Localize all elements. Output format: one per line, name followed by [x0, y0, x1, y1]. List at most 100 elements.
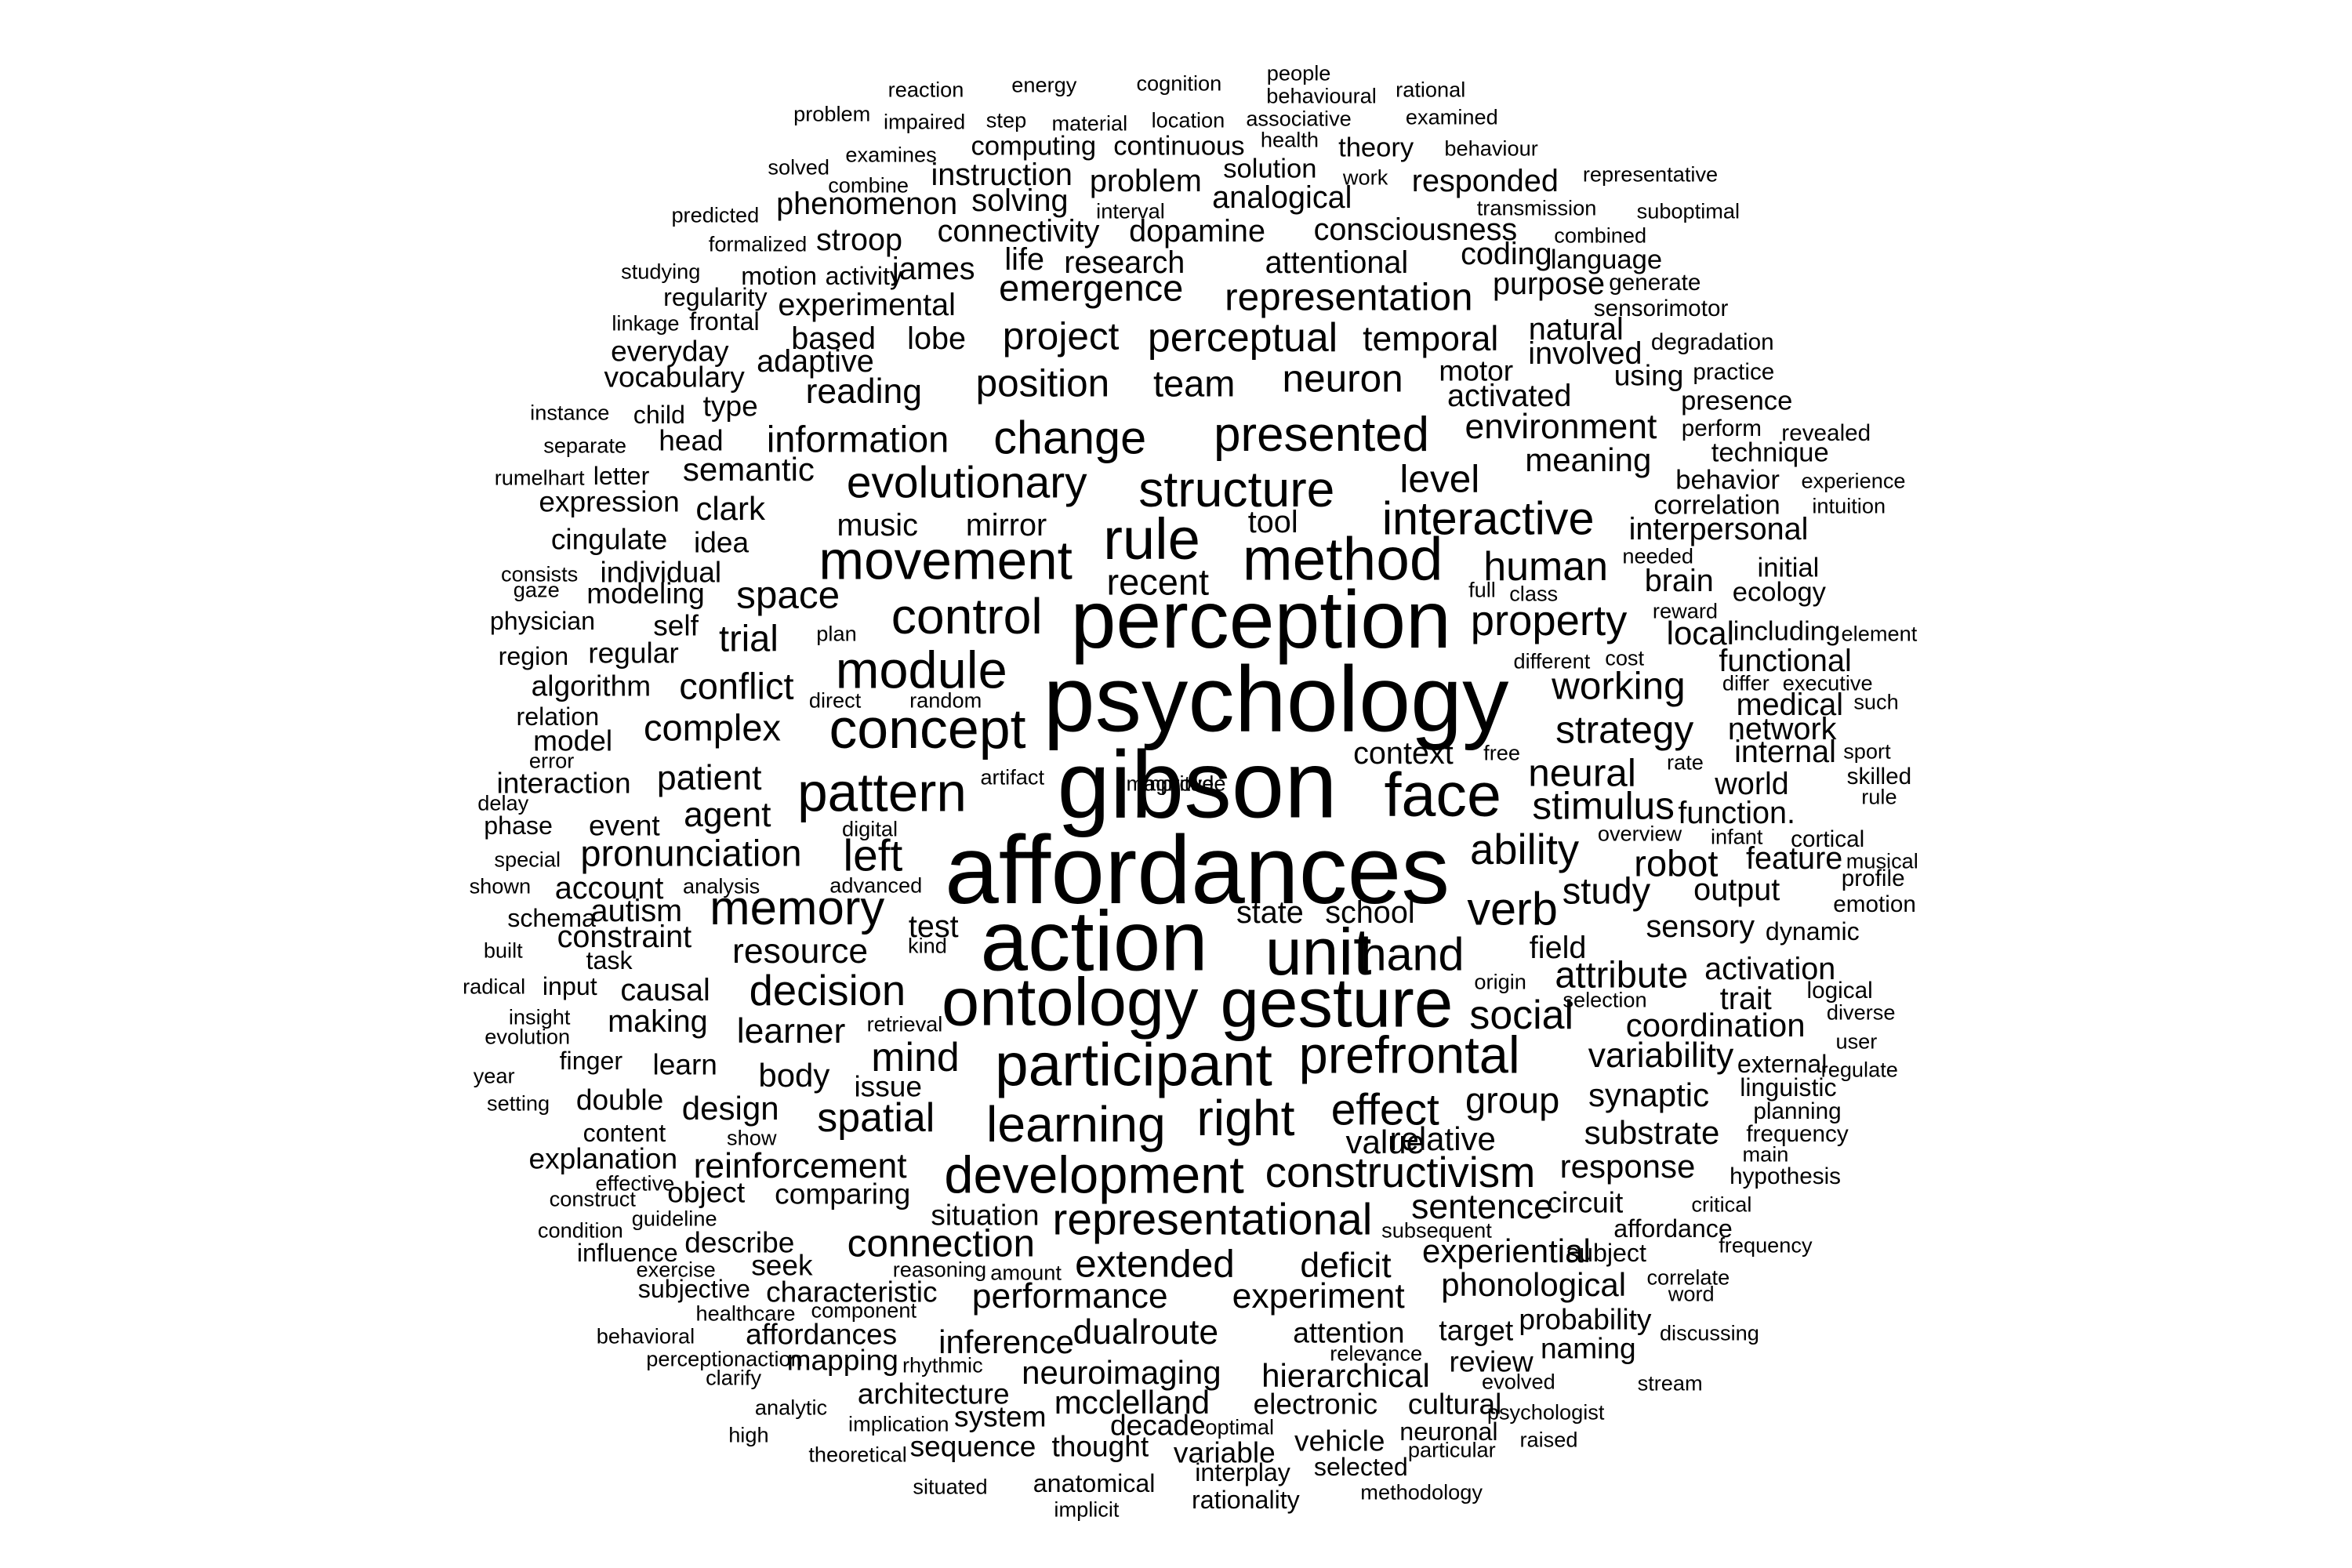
word-network: network [1727, 712, 1837, 747]
word-generate: generate [1609, 270, 1701, 296]
word-content: content [583, 1119, 666, 1148]
word-double: double [575, 1083, 664, 1116]
word-reasoning: reasoning [892, 1257, 987, 1282]
word-regular: regular [588, 636, 679, 670]
word-cortical: cortical [1791, 826, 1865, 852]
word-critical: critical [1691, 1192, 1752, 1217]
word-field: field [1529, 930, 1587, 965]
word-interaction: interaction [496, 766, 631, 800]
word-space: space [736, 573, 840, 617]
word-work: work [1342, 165, 1388, 190]
word-method: method [1242, 526, 1443, 593]
word-resource: resource [732, 931, 869, 971]
word-response: response [1559, 1147, 1696, 1185]
word-vehicle: vehicle [1294, 1424, 1385, 1457]
word-right: right [1196, 1089, 1295, 1146]
word-tool: tool [1247, 504, 1298, 539]
word-digital: digital [842, 816, 898, 841]
word-involved: involved [1528, 336, 1642, 372]
word-connectivity: connectivity [937, 213, 1100, 249]
word-effective: effective [595, 1171, 675, 1196]
word-medical: medical [1736, 688, 1844, 723]
word-theoretical: theoretical [808, 1442, 907, 1467]
word-conflict: conflict [679, 665, 794, 707]
word-instance: instance [530, 399, 610, 424]
word-inference: inference [938, 1323, 1074, 1361]
word-artifact: artifact [980, 764, 1045, 789]
word-consists: consists [501, 561, 579, 586]
word-account: account [554, 871, 664, 906]
word-behavioral: behavioral [596, 1323, 695, 1348]
word-participant: participant [994, 1033, 1272, 1100]
word-task: task [586, 946, 633, 975]
word-magnitude: magnitude [1126, 771, 1226, 796]
word-differ: differ [1722, 670, 1769, 695]
word-emergence: emergence [999, 267, 1184, 309]
word-discussing: discussing [1659, 1320, 1759, 1345]
word-healthcare: healthcare [695, 1301, 796, 1326]
word-representative: representative [1582, 162, 1719, 187]
word-selected: selected [1313, 1452, 1408, 1481]
word-situated: situated [913, 1474, 988, 1499]
word-responded: responded [1411, 164, 1559, 199]
word-degradation: degradation [1650, 328, 1774, 355]
word-test: test [908, 909, 959, 944]
word-decade: decade [1109, 1408, 1206, 1442]
word-neural: neural [1528, 750, 1636, 794]
word-semantic: semantic [682, 451, 815, 488]
word-letter: letter [593, 461, 650, 490]
word-based: based [791, 321, 877, 357]
word-transmission: transmission [1476, 195, 1597, 220]
word-schema: schema [507, 903, 596, 932]
word-environment: environment [1465, 407, 1657, 446]
word-sensory: sensory [1646, 909, 1755, 944]
word-sentence: sentence [1411, 1187, 1553, 1226]
word-stroop: stroop [816, 223, 902, 258]
word-implication: implication [848, 1411, 949, 1436]
word-function: function. [1678, 795, 1796, 830]
word-anatomical: anatomical [1033, 1468, 1156, 1497]
word-reaction: reaction [887, 77, 964, 102]
word-review: review [1449, 1345, 1534, 1378]
word-cultural: cultural [1407, 1387, 1502, 1421]
word-solution: solution [1223, 154, 1317, 185]
word-property: property [1470, 597, 1628, 645]
word-finger: finger [559, 1046, 623, 1075]
word-electronic: electronic [1253, 1387, 1378, 1421]
word-functional: functional [1719, 644, 1852, 679]
word-impaired: impaired [883, 108, 966, 133]
word-complex: complex [643, 706, 782, 749]
word-sport: sport [1843, 739, 1891, 764]
word-adaptive: adaptive [757, 344, 874, 379]
word-stream: stream [1637, 1370, 1703, 1396]
word-naming: naming [1540, 1331, 1636, 1365]
word-element: element [1841, 621, 1918, 646]
word-development: development [944, 1146, 1244, 1205]
word-rule: rule [1103, 506, 1200, 572]
word-high: high [728, 1422, 769, 1447]
word-evolved: evolved [1481, 1369, 1555, 1394]
word-design: design [681, 1090, 779, 1127]
word-trait: trait [1719, 982, 1772, 1017]
word-idea: idea [694, 525, 750, 559]
word-neuron: neuron [1282, 357, 1403, 401]
word-sequence: sequence [909, 1429, 1036, 1463]
word-experimental: experimental [778, 288, 956, 323]
word-cognition: cognition [1136, 71, 1222, 96]
word-seek: seek [751, 1247, 813, 1281]
word-prefrontal: prefrontal [1298, 1026, 1520, 1085]
word-thought: thought [1051, 1429, 1149, 1463]
word-expression: expression [539, 485, 680, 518]
word-analogical: analogical [1212, 180, 1352, 216]
word-trial: trial [719, 617, 779, 659]
word-deficit: deficit [1300, 1247, 1392, 1286]
word-local: local [1666, 614, 1735, 652]
word-affordances: affordances [944, 816, 1450, 925]
word-guideline: guideline [631, 1206, 717, 1231]
word-problem: problem [793, 101, 871, 126]
word-decision: decision [749, 966, 906, 1014]
word-face: face [1384, 759, 1501, 829]
word-improve: improve [1138, 771, 1214, 796]
word-relative: relative [1389, 1120, 1496, 1158]
word-interval: interval [1096, 198, 1165, 223]
